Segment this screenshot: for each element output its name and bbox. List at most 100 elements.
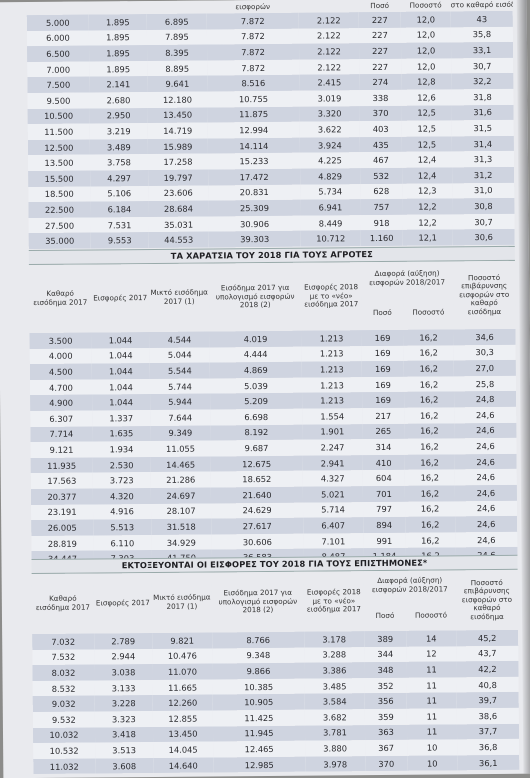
table-cell: 9.500 — [27, 92, 90, 109]
table-cell: 12.855 — [152, 710, 213, 727]
table-cell: 3.219 — [89, 123, 148, 140]
table-cell: 31,4 — [451, 135, 514, 152]
table-cell: 11.070 — [152, 663, 213, 680]
table-cell: 24,6 — [454, 484, 517, 501]
table-cell: 352 — [364, 677, 407, 694]
col-net-income: Καθαρό εισόδημα 2017 — [31, 573, 95, 635]
table-cell: 8.449 — [300, 214, 361, 231]
table-cell: 12.465 — [213, 740, 306, 758]
col-contributions-2018: Εισφορές 2018 με το «νέο» εισόδημα 2017 — [303, 571, 365, 632]
table-cell: 27,0 — [453, 359, 516, 377]
table-cell: 344 — [364, 646, 407, 663]
table-cell: 7.872 — [206, 12, 299, 30]
col-burden-percent: Ποσοστό επιβάρυνσης εισφορών στο καθαρό … — [455, 569, 519, 631]
table-cell: 12,8 — [401, 73, 452, 90]
table-cell: 227 — [359, 58, 402, 75]
table-cell: 10.385 — [212, 678, 305, 695]
table-cell: 1.044 — [91, 363, 150, 380]
table-cell: 5.513 — [93, 519, 152, 536]
table-cell: 5.744 — [149, 378, 211, 395]
table-cell: 4.225 — [299, 152, 361, 169]
page-edge-shadow — [516, 0, 530, 774]
table-cell: 23.191 — [31, 504, 94, 521]
table-cell: 8.032 — [32, 664, 95, 681]
table-cell: 4.829 — [300, 168, 361, 185]
table-cell: 33,1 — [450, 42, 514, 59]
table-cell: 16,2 — [403, 344, 454, 361]
table-cell: 467 — [359, 152, 403, 169]
table-cell: 8.395 — [147, 44, 208, 61]
table-cell: 797 — [362, 501, 406, 518]
table-cell: 12,5 — [401, 136, 452, 153]
table-cell: 7.531 — [90, 216, 149, 233]
table-cell: 34,6 — [453, 328, 516, 345]
table-cell: 7.000 — [27, 61, 90, 78]
table-cell: 7.872 — [207, 59, 300, 76]
table-cell: 16,2 — [404, 391, 455, 408]
table-cell: 2.530 — [92, 456, 151, 473]
table-cell: 28.684 — [148, 200, 209, 217]
table-cell: 14.640 — [153, 757, 214, 774]
table-cell: 3.584 — [304, 693, 365, 710]
table-cell: 38,6 — [456, 707, 519, 724]
table-cell: 3.418 — [94, 726, 154, 743]
table-cell: 24,6 — [454, 500, 518, 517]
table-cell: 39.303 — [208, 230, 301, 248]
table-cell: 991 — [363, 532, 406, 549]
table-cell: 5.734 — [300, 183, 361, 200]
table2-header: Καθαρό εισόδημα 2017 Εισφορές 2017 Μικτό… — [28, 260, 516, 334]
table-cell: 14.114 — [207, 137, 300, 154]
table-cell: 1.160 — [360, 230, 403, 247]
table-cell: 5.039 — [209, 377, 303, 394]
table-cell: 8.895 — [147, 60, 208, 77]
table-cell: 410 — [362, 454, 405, 471]
table-cell: 7.872 — [206, 28, 299, 45]
self-employed-table: εισφορών Ποσό Ποσοστό στο καθαρό εισόδημ… — [26, 0, 515, 249]
table-cell: 24,8 — [454, 391, 517, 408]
table1-header-amount: Ποσό — [358, 0, 401, 13]
table-cell: 3.924 — [299, 136, 360, 154]
table-cell: 3.978 — [305, 755, 366, 773]
table-cell: 367 — [365, 739, 408, 756]
table-cell: 4.000 — [29, 348, 92, 365]
table-cell: 10.032 — [32, 727, 96, 744]
table-cell: 3.019 — [299, 90, 360, 107]
table-cell: 10.905 — [212, 694, 305, 711]
table-cell: 24,6 — [454, 406, 517, 423]
table-cell: 338 — [359, 89, 402, 106]
col-percent: Ποσοστό — [405, 600, 457, 631]
table1-header-percent: Ποσοστό — [400, 0, 451, 12]
table-cell: 2.122 — [298, 12, 359, 29]
table-cell: 9.553 — [90, 232, 149, 249]
table-cell: 2.247 — [302, 439, 363, 456]
table-cell: 2.950 — [89, 107, 148, 124]
table-cell: 12,5 — [401, 120, 452, 137]
table-cell: 8.766 — [212, 631, 305, 649]
table-cell: 11 — [406, 723, 458, 740]
table-cell: 14 — [406, 630, 457, 647]
table-cell: 2.122 — [298, 43, 360, 60]
table-cell: 9.687 — [210, 439, 303, 457]
table-cell: 24,6 — [454, 469, 517, 486]
table-cell: 36,8 — [457, 738, 520, 756]
table-cell: 28.107 — [151, 503, 212, 520]
table-cell: 30,8 — [452, 197, 515, 215]
table-cell: 45,2 — [456, 629, 519, 646]
table-cell: 1.635 — [92, 425, 151, 442]
col-income-for-calculation: Εισόδημα 2017 για υπολογισμό εισφορών 20… — [211, 571, 305, 633]
col-percent: Ποσοστό — [403, 295, 454, 330]
table-cell: 16,2 — [404, 500, 456, 517]
table-cell: 3.288 — [304, 646, 365, 663]
table-cell: 16,2 — [404, 438, 455, 455]
table-cell: 11 — [406, 677, 457, 694]
table-cell: 8.532 — [32, 680, 95, 697]
table-cell: 2.941 — [302, 454, 363, 472]
table-cell: 5.714 — [302, 501, 364, 518]
table-cell: 1.554 — [302, 408, 363, 425]
table-cell: 3.485 — [304, 677, 365, 695]
table-cell: 11 — [406, 692, 457, 709]
table-cell: 12,0 — [400, 11, 451, 28]
table-cell: 370 — [365, 755, 408, 772]
col-difference: Διαφορά (αύξηση) εισφορών 2018/2017 — [363, 570, 456, 602]
